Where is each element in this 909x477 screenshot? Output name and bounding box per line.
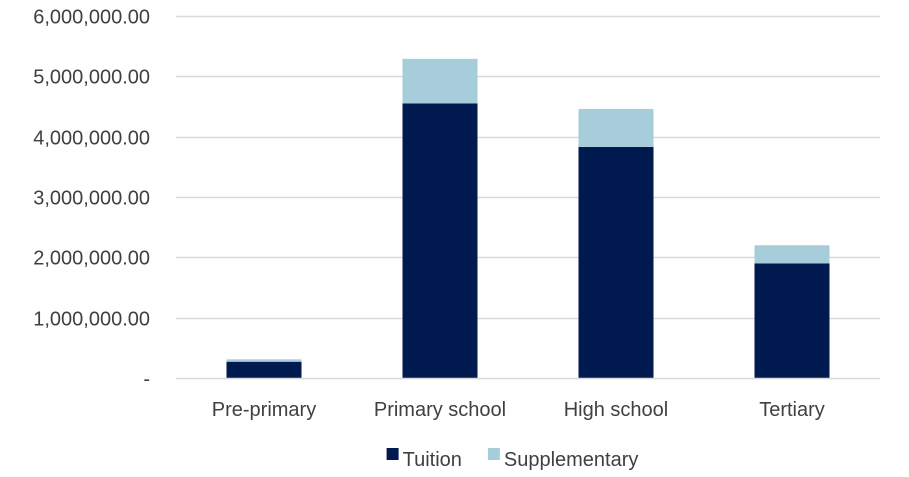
legend: Tuition Supplementary bbox=[386, 448, 639, 471]
bar-supplementary-pre-primary bbox=[226, 359, 302, 362]
legend-swatch-supplementary bbox=[487, 448, 500, 460]
x-axis-category-labels: Pre-primary Primary school High school Tert… bbox=[212, 399, 825, 421]
bar-tuition-primary-school bbox=[402, 103, 478, 378]
bar-supplementary-tertiary bbox=[754, 245, 830, 264]
bar-tuition-pre-primary bbox=[226, 361, 302, 378]
legend-label-tuition: Tuition bbox=[403, 449, 462, 471]
bar-supplementary-high-school bbox=[578, 108, 654, 147]
x-category-label: Tertiary bbox=[759, 399, 825, 421]
legend-swatch-tuition bbox=[386, 448, 399, 460]
bar-tuition-tertiary bbox=[754, 263, 830, 378]
bar-supplementary-primary-school bbox=[402, 58, 478, 104]
x-category-label: High school bbox=[564, 399, 669, 421]
bar-tuition-high-school bbox=[578, 146, 654, 378]
y-tick-label: 2,000,000.00 bbox=[33, 248, 150, 270]
x-category-label: Pre-primary bbox=[212, 399, 316, 421]
legend-label-supplementary: Supplementary bbox=[504, 449, 639, 471]
y-tick-label: 6,000,000.00 bbox=[33, 7, 150, 29]
x-category-label: Primary school bbox=[374, 399, 506, 421]
y-tick-label: 5,000,000.00 bbox=[33, 67, 150, 89]
y-tick-label: 3,000,000.00 bbox=[33, 188, 150, 210]
y-tick-label: 1,000,000.00 bbox=[33, 309, 150, 331]
y-tick-label: - bbox=[143, 369, 150, 391]
y-axis-tick-labels: - 1,000,000.00 2,000,000.00 3,000,000.00 4,0… bbox=[33, 7, 150, 391]
bars bbox=[226, 58, 830, 378]
y-tick-label: 4,000,000.00 bbox=[33, 128, 150, 150]
